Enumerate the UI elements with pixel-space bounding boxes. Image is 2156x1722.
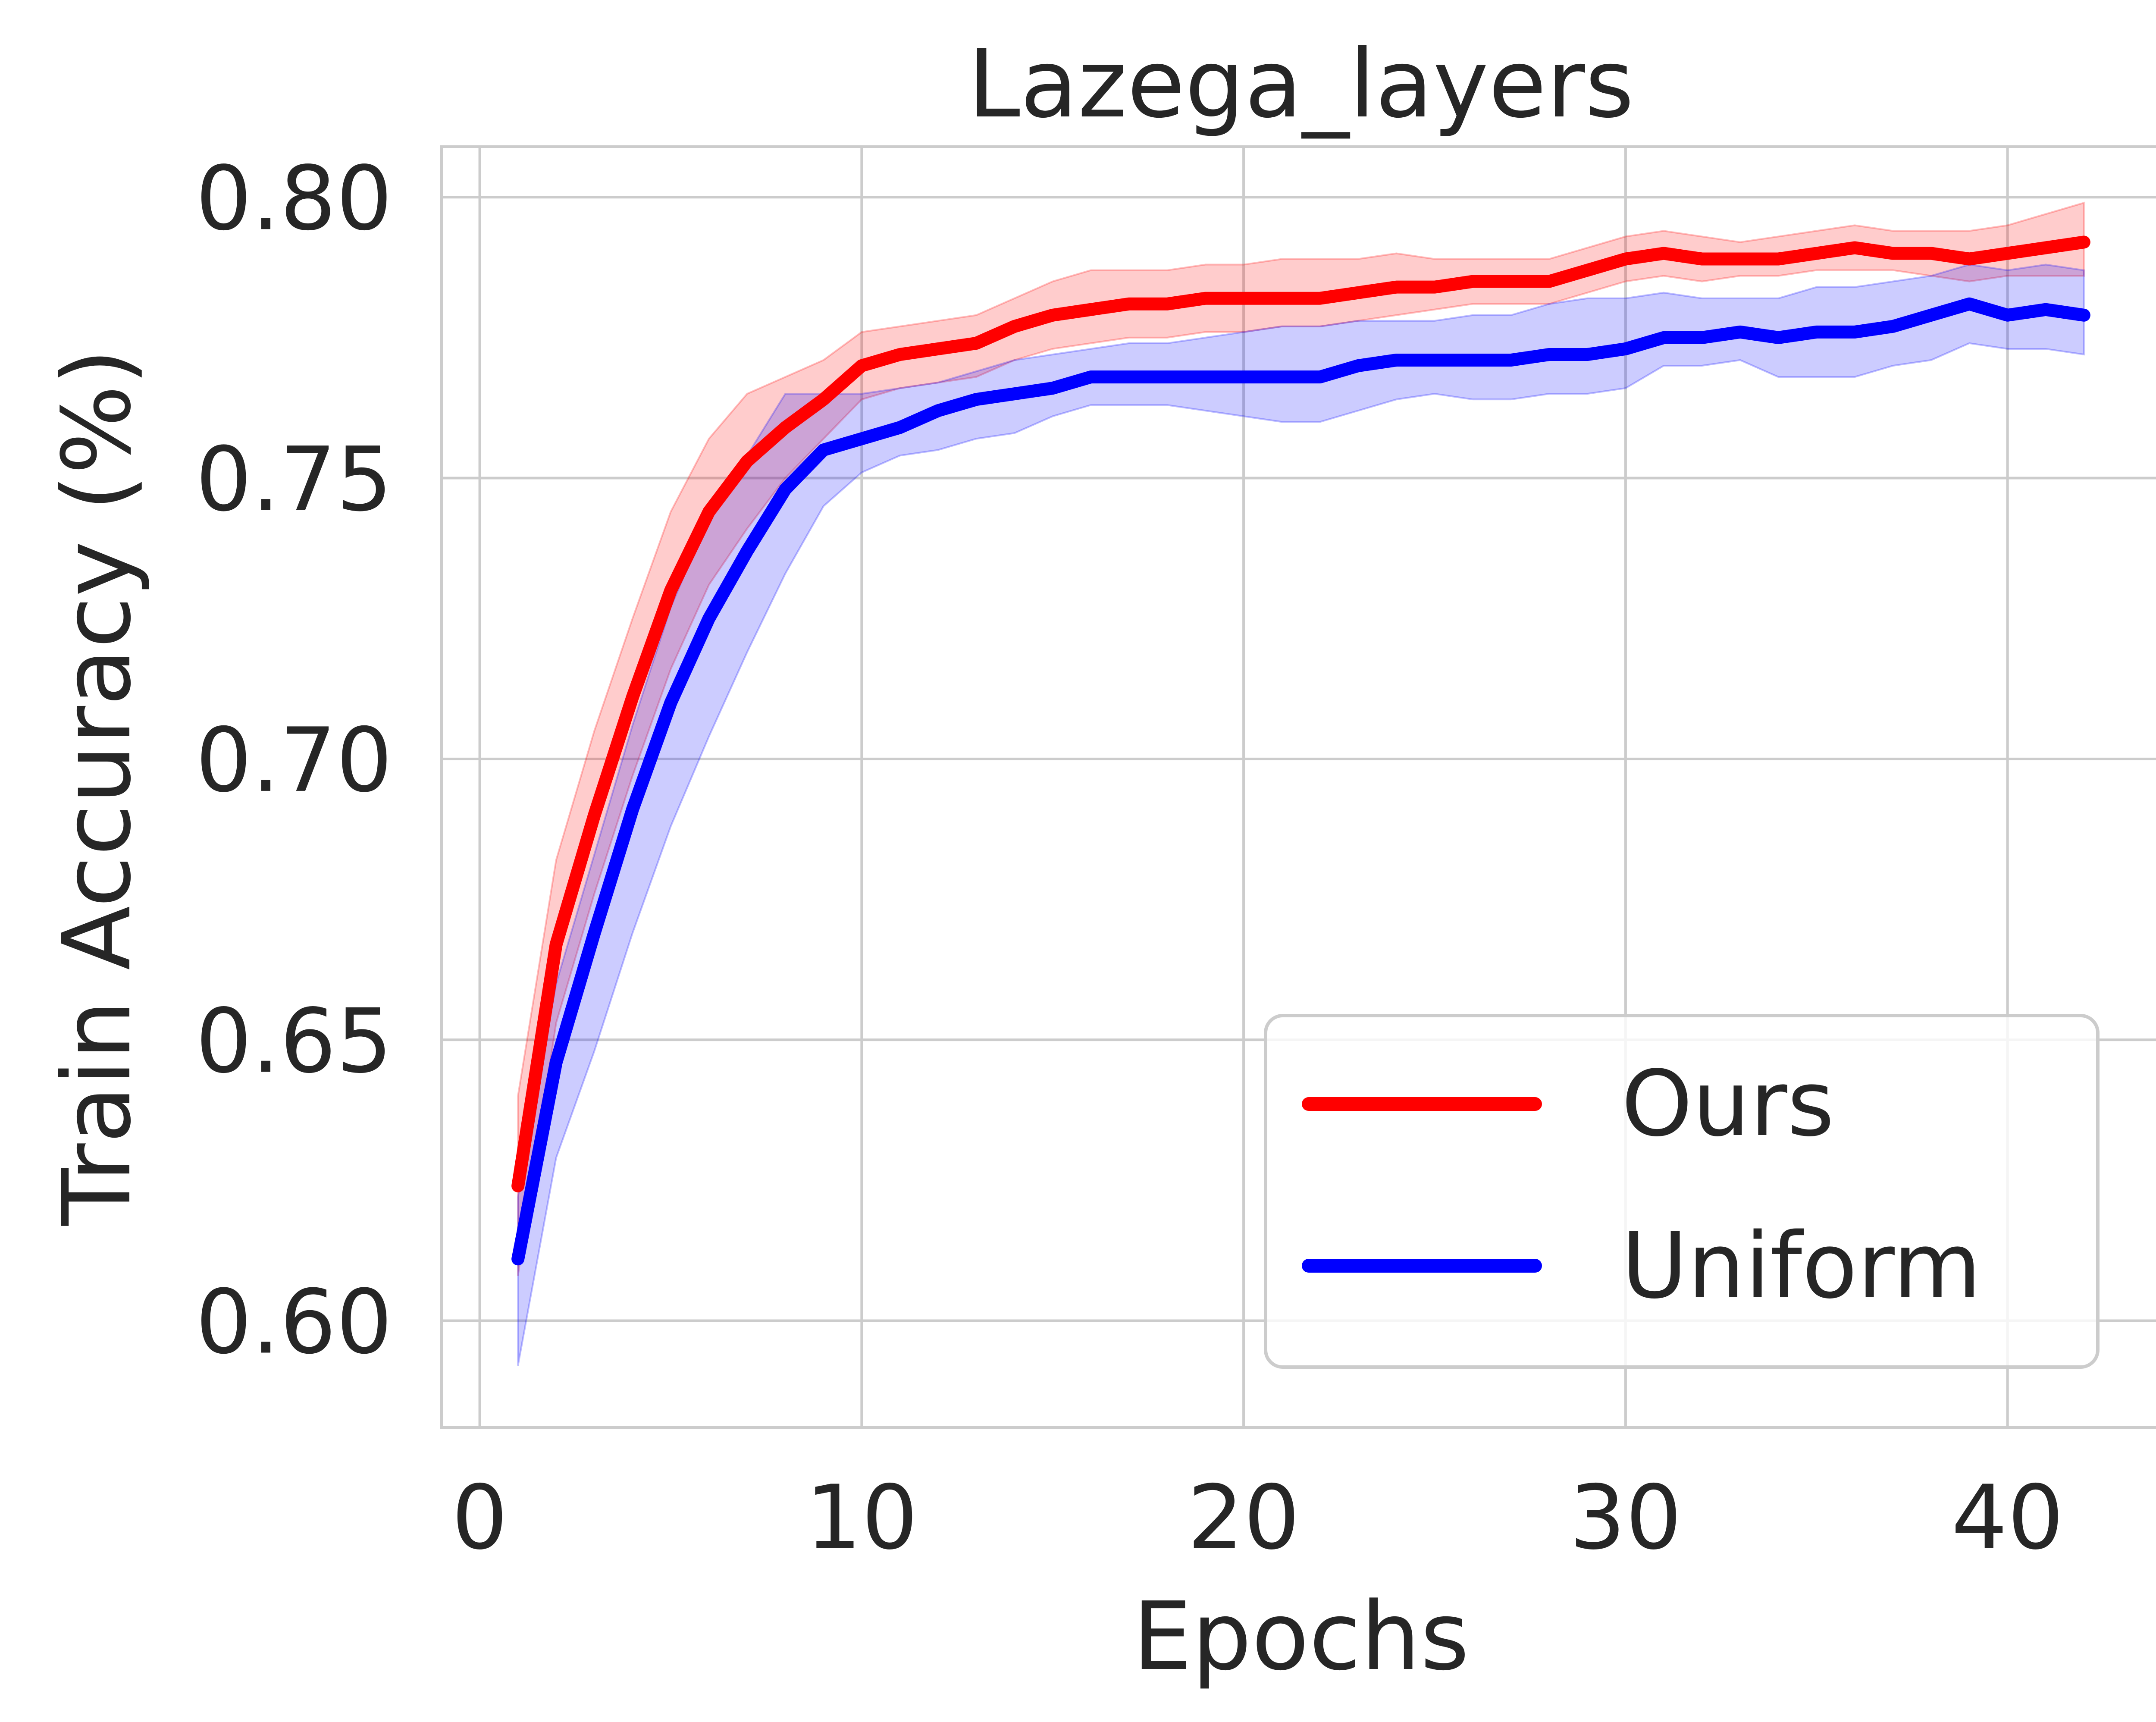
y-axis-title: Train Accuracy (%) (43, 348, 152, 1226)
x-tick-label: 20 (1188, 1467, 1300, 1569)
confidence-band-ours (517, 201, 2085, 1276)
y-tick-label: 0.75 (196, 429, 392, 531)
y-tick-label: 0.60 (196, 1271, 392, 1374)
y-tick-label: 0.70 (196, 709, 392, 812)
y-tick-label: 0.65 (196, 990, 392, 1093)
legend: Ours Uniform (1264, 1014, 2100, 1369)
y-tick-labels: 0.60 0.65 0.70 0.75 0.80 (196, 147, 392, 1374)
legend-label-ours: Ours (1621, 1051, 1834, 1157)
series-line-ours (511, 235, 2090, 1192)
series-lines (511, 235, 2090, 1266)
x-tick-label: 10 (805, 1467, 918, 1569)
legend-label-uniform: Uniform (1621, 1213, 1981, 1319)
confidence-band-uniform (517, 263, 2085, 1366)
x-axis-title: Epochs (1132, 1582, 1469, 1691)
plot-frame (440, 145, 2156, 1429)
y-tick-label: 0.80 (196, 147, 392, 250)
series-line-uniform (511, 297, 2090, 1266)
chart-title: Lazega_layers (968, 30, 1634, 139)
x-tick-label: 0 (451, 1467, 508, 1569)
x-tick-label: 30 (1569, 1467, 1682, 1569)
x-tick-labels: 0 10 20 30 40 (451, 1467, 2064, 1569)
x-tick-label: 40 (1951, 1467, 2064, 1569)
confidence-bands (517, 201, 2085, 1366)
